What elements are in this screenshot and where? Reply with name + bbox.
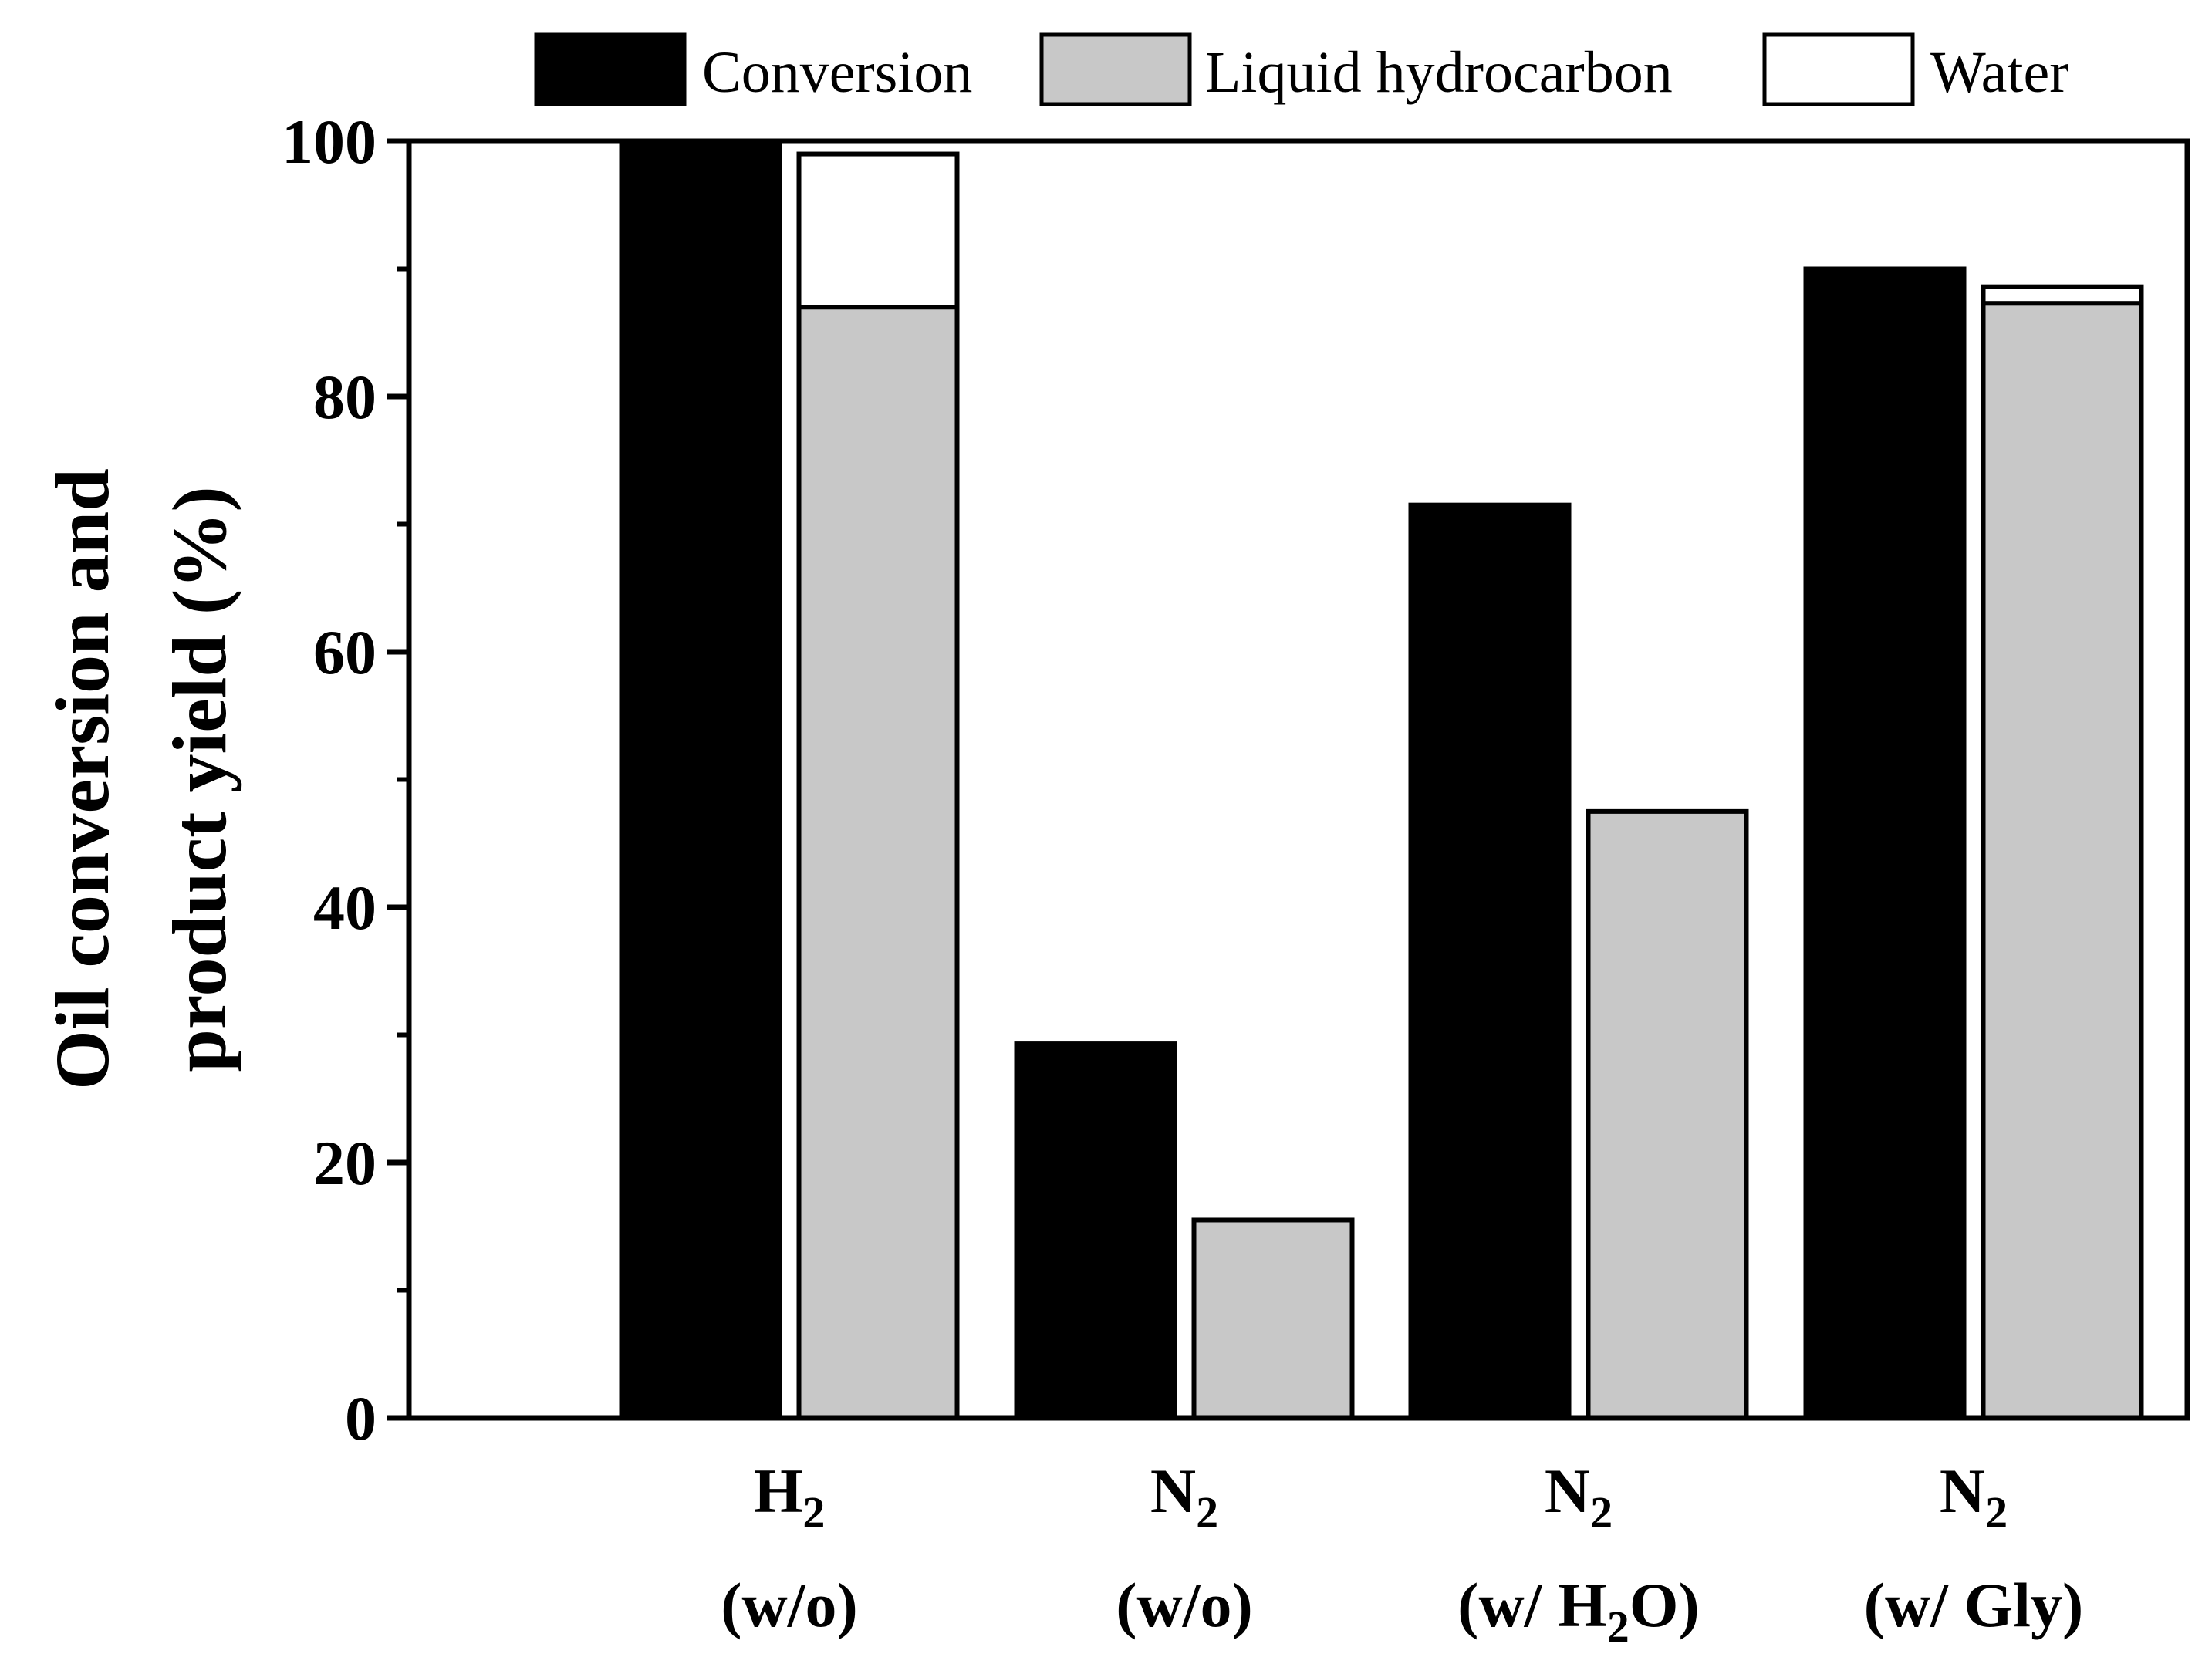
y-tick-label-60: 60	[313, 617, 377, 687]
x-category-labels: H2 (w/o) N2 (w/o) N2 (w/ H2O) N2 (w/ Gly)	[721, 1456, 2083, 1652]
x-category-label-condition-2: (w/ H2O)	[1457, 1570, 1700, 1652]
y-tick-label-0: 0	[345, 1383, 377, 1453]
legend-label-conversion: Conversion	[702, 40, 972, 105]
legend-label-liquid-hydrocarbon: Liquid hydrocarbon	[1205, 40, 1673, 105]
bar-conversion-1	[1014, 1041, 1177, 1420]
y-axis-title: Oil conversion and product yield (%)	[39, 468, 242, 1090]
x-category-label-gas-3: N2	[1940, 1456, 2008, 1537]
x-category-label-condition-3: (w/ Gly)	[1864, 1570, 2084, 1640]
bar-conversion-3	[1803, 266, 1967, 1420]
bar-water-3	[1981, 284, 2144, 306]
y-tick-label-80: 80	[313, 362, 377, 432]
legend-swatch-water	[1762, 32, 1915, 106]
bar-liquid-hydrocarbon-3	[1981, 301, 2144, 1420]
y-tick-label-40: 40	[313, 873, 377, 943]
x-category-label-gas-2: N2	[1545, 1456, 1613, 1537]
x-category-label-gas-0: H2	[754, 1456, 826, 1537]
bar-liquid-hydrocarbon-1	[1191, 1217, 1355, 1420]
y-tick-label-100: 100	[282, 106, 377, 177]
legend: Conversion Liquid hydrocarbon Water	[534, 32, 2069, 106]
legend-swatch-conversion	[534, 32, 687, 106]
legend-label-water: Water	[1930, 40, 2069, 105]
y-tick-labels: 0 20 40 60 80 100	[282, 106, 377, 1453]
legend-swatch-liquid-hydrocarbon	[1039, 32, 1192, 106]
axes	[387, 138, 2190, 1421]
bar-conversion-2	[1408, 502, 1572, 1420]
bar-liquid-hydrocarbon-2	[1586, 808, 1749, 1420]
bar-liquid-hydrocarbon-0	[796, 305, 960, 1420]
y-axis-title-line-2: product yield (%)	[157, 486, 242, 1072]
x-category-label-condition-1: (w/o)	[1116, 1570, 1253, 1640]
bar-conversion-0	[619, 139, 782, 1420]
x-category-label-condition-0: (w/o)	[721, 1570, 858, 1640]
y-axis-title-line-1: Oil conversion and	[39, 468, 125, 1090]
y-tick-label-20: 20	[313, 1128, 377, 1198]
bar-water-0	[796, 151, 960, 310]
bars	[619, 139, 2144, 1420]
x-category-label-gas-1: N2	[1150, 1456, 1218, 1537]
